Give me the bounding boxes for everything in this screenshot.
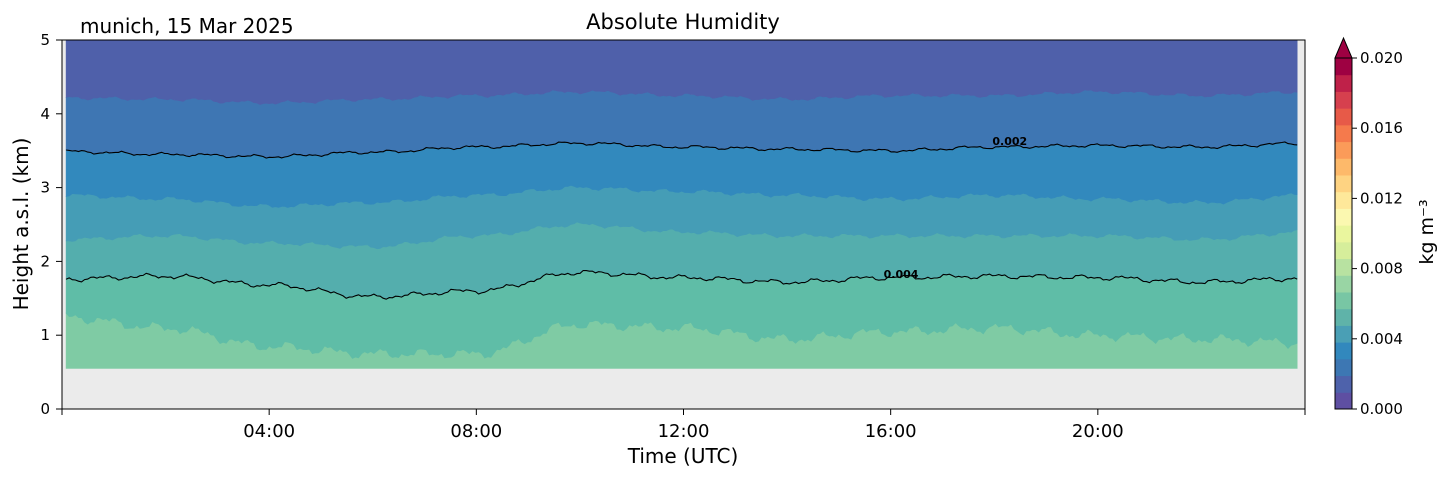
colorbar-segment (1335, 191, 1352, 209)
colorbar-segment (1335, 258, 1352, 276)
colorbar-segment (1335, 342, 1352, 360)
colorbar-extend-arrow (1334, 36, 1353, 59)
colorbar-segment (1335, 275, 1352, 293)
colorbar-tick-label: 0.008 (1360, 260, 1403, 278)
chart-subtitle: munich, 15 Mar 2025 (80, 14, 294, 38)
colorbar-tick-label: 0.012 (1360, 189, 1403, 207)
y-tick-label: 4 (40, 105, 50, 123)
colorbar-segment (1335, 375, 1352, 393)
colorbar-segment (1335, 358, 1352, 377)
x-tick-label: 04:00 (243, 421, 295, 442)
y-tick-label: 3 (40, 179, 50, 197)
x-tick-label: 16:00 (865, 421, 917, 442)
colorbar-segment (1335, 175, 1352, 193)
colorbar-tick-label: 0.000 (1360, 400, 1403, 418)
colorbar: 0.000 0.004 0.008 0.012 0.016 0.020 (1334, 36, 1403, 418)
colorbar-frame (1334, 57, 1353, 410)
x-axis: 04:00 08:00 12:00 16:00 20:00 (61, 409, 1306, 442)
colorbar-tick-label: 0.020 (1360, 49, 1403, 67)
contour-label: 0.004 (884, 268, 919, 281)
y-axis: 0 1 2 3 4 5 (40, 31, 62, 418)
colorbar-tick-label: 0.004 (1360, 330, 1403, 348)
x-tick-label: 12:00 (658, 421, 710, 442)
colorbar-segment (1335, 241, 1352, 260)
colorbar-segment (1335, 124, 1352, 143)
y-tick-label: 1 (40, 326, 50, 344)
y-tick-label: 5 (40, 31, 50, 49)
plot-area (62, 40, 1305, 409)
x-axis-label: Time (UTC) (627, 444, 739, 468)
contour-layer: 0.004 0.002 (65, 135, 1298, 300)
colorbar-label: kg m⁻³ (1416, 199, 1438, 264)
colorbar-segment (1335, 325, 1352, 343)
y-axis-label: Height a.s.l. (km) (9, 138, 33, 311)
x-tick-label: 20:00 (1072, 421, 1124, 442)
colorbar-segment (1335, 392, 1352, 410)
y-tick-label: 0 (40, 400, 50, 418)
colorbar-segment (1335, 308, 1352, 326)
x-tick-label: 08:00 (450, 421, 502, 442)
colorbar-segment (1335, 91, 1352, 109)
colorbar-segment (1335, 292, 1352, 310)
colorbar-segment (1335, 158, 1352, 176)
chart-title: Absolute Humidity (586, 10, 780, 34)
y-tick-label: 2 (40, 252, 50, 270)
colorbar-segment (1335, 208, 1352, 226)
colorbar-segment (1335, 141, 1352, 159)
contour-line-0-004 (65, 269, 1298, 300)
colorbar-segment (1335, 108, 1352, 126)
contour-label: 0.002 (992, 135, 1027, 148)
colorbar-segment (1335, 225, 1352, 243)
colorbar-tick-label: 0.016 (1360, 119, 1403, 137)
contour-line-0-002 (66, 141, 1298, 159)
colorbar-segment (1335, 74, 1352, 92)
humidity-band-7 (65, 40, 1298, 105)
colorbar-segment (1335, 58, 1352, 76)
